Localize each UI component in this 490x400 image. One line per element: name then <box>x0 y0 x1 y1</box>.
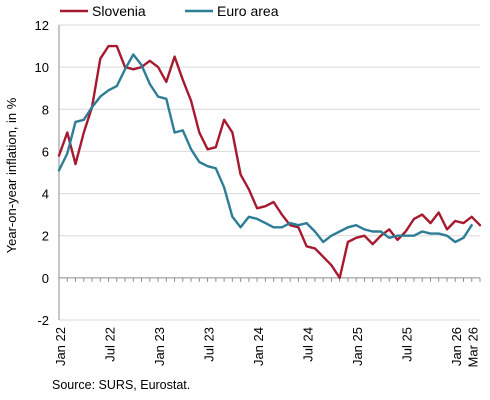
y-tick-label: 2 <box>42 229 49 244</box>
legend-label: Slovenia <box>92 3 146 19</box>
x-tick-label: Jan 25 <box>350 327 365 366</box>
y-tick-label: 4 <box>42 187 49 202</box>
x-tick-label: Jul 25 <box>400 327 415 362</box>
y-tick-label: 0 <box>42 271 49 286</box>
x-tick-label: Mar 26 <box>466 327 481 367</box>
y-tick-label: 10 <box>35 60 49 75</box>
source-note: Source: SURS, Eurostat. <box>52 378 191 392</box>
y-tick-label: 8 <box>42 102 49 117</box>
grid-layer <box>59 24 480 321</box>
series-layer <box>57 44 482 280</box>
x-tick-label: Jan 22 <box>53 327 68 366</box>
y-axis-label: Year-on-year inflation, in % <box>4 97 19 253</box>
axis-layer: -2 0 2 4 6 8 10 12 Jan 22 Jul 22 Jan 23 Jul 23 Jan 2… <box>35 18 481 367</box>
x-tick-label: Jul 24 <box>301 327 316 362</box>
series-line-euro-area <box>57 53 473 244</box>
y-tick-label: -2 <box>37 313 49 328</box>
y-tick-label: 12 <box>35 18 49 33</box>
x-tick-label: Jul 23 <box>202 327 217 362</box>
series-line-slovenia <box>57 44 482 280</box>
y-tick-label: 6 <box>42 144 49 159</box>
x-tick-label: Jan 23 <box>152 327 167 366</box>
legend: Slovenia Euro area <box>60 3 279 19</box>
x-tick-label: Jul 22 <box>103 327 118 362</box>
x-tick-label: Jan 26 <box>449 327 464 366</box>
x-tick-label: Jan 24 <box>251 327 266 366</box>
legend-label: Euro area <box>217 3 279 19</box>
